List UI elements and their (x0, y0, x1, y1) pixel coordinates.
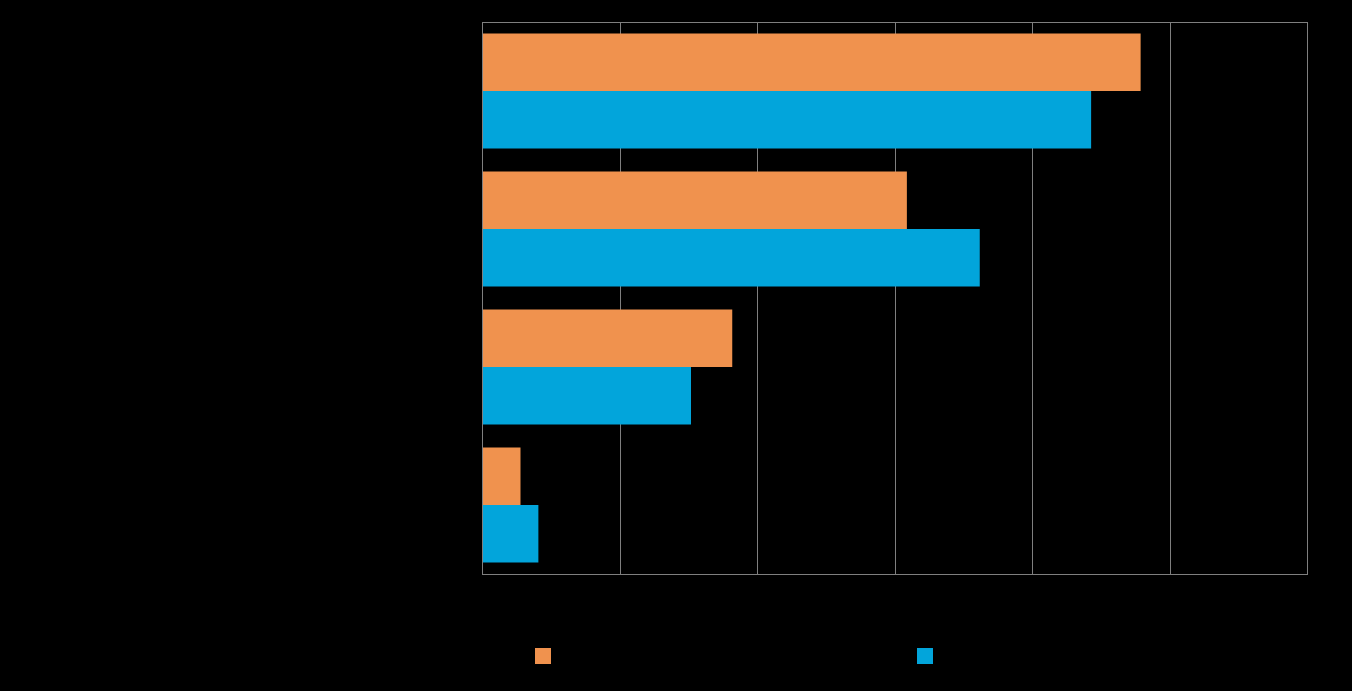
bar-series-1-category-2 (482, 171, 907, 229)
legend-item-series-2 (917, 648, 941, 664)
bars (482, 33, 1141, 563)
bar-series-2-category-1 (482, 91, 1092, 149)
bar-series-1-category-3 (482, 309, 733, 367)
bar-series-2-category-4 (482, 505, 539, 563)
bar-series-2-category-2 (482, 229, 980, 287)
bar-series-1-category-4 (482, 447, 521, 505)
bar-series-1-category-1 (482, 33, 1141, 91)
bar-series-2-category-3 (482, 367, 691, 425)
plot-area-frame (482, 22, 1308, 575)
legend-swatch-series-2 (917, 648, 933, 664)
legend-item-series-1 (535, 648, 559, 664)
legend-swatch-series-1 (535, 648, 551, 664)
